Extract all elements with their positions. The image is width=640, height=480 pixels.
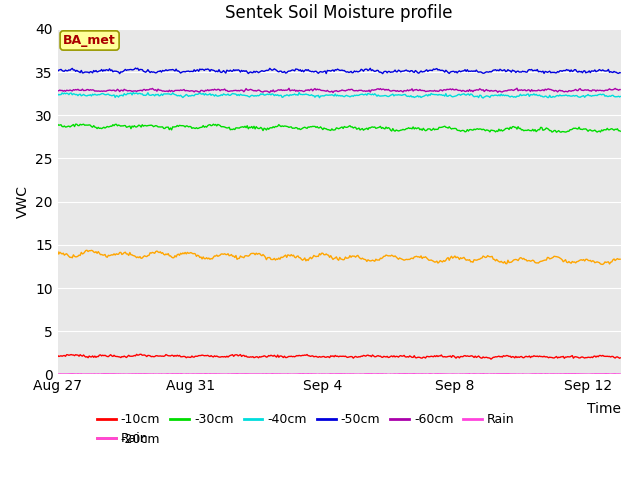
-60cm [329,90,337,96]
Rain [54,371,61,377]
-10cm [617,355,625,360]
Rain [605,371,613,377]
-20cm [599,262,607,267]
-20cm [390,254,398,260]
-60cm [321,88,329,94]
-40cm [54,91,61,97]
Line: -10cm: -10cm [58,354,621,359]
Rain [617,371,625,377]
Rain [466,371,474,377]
-40cm [479,95,487,101]
-20cm [516,255,524,261]
-20cm [605,261,613,267]
-10cm [605,354,613,360]
-10cm [136,351,144,357]
Title: Sentek Soil Moisture profile: Sentek Soil Moisture profile [225,4,453,22]
-50cm [116,71,124,76]
-60cm [324,88,332,94]
-60cm [605,86,613,92]
-20cm [83,247,91,253]
-10cm [390,353,398,359]
-40cm [605,93,613,99]
-50cm [132,65,140,71]
-30cm [605,127,613,132]
-50cm [327,68,335,74]
-20cm [323,251,330,257]
-50cm [391,67,399,73]
-60cm [360,88,367,94]
-40cm [326,92,333,98]
-40cm [129,90,137,96]
-60cm [617,87,625,93]
Line: -30cm: -30cm [58,124,621,132]
-50cm [361,67,369,72]
Line: -20cm: -20cm [58,250,621,264]
-50cm [605,70,613,75]
Rain [389,371,397,377]
-60cm [518,87,525,93]
Rain [324,371,332,377]
-50cm [323,68,331,73]
Text: BA_met: BA_met [63,34,116,47]
-20cm [617,256,625,262]
-10cm [518,354,525,360]
Rain [518,372,525,377]
-40cm [617,93,625,99]
-40cm [518,93,525,98]
-40cm [390,93,398,99]
Line: -60cm: -60cm [58,88,621,93]
-30cm [54,121,61,127]
-30cm [390,128,398,133]
-50cm [518,69,525,75]
-20cm [326,254,333,260]
Rain [321,371,329,377]
-40cm [360,92,367,98]
-10cm [54,353,61,359]
-10cm [323,354,330,360]
-10cm [487,356,495,362]
-50cm [54,68,61,74]
-10cm [326,355,333,360]
-30cm [617,129,625,134]
-30cm [323,126,330,132]
Line: -50cm: -50cm [58,68,621,73]
-60cm [513,85,521,91]
-30cm [552,129,560,135]
-30cm [516,125,524,131]
-20cm [360,256,367,262]
-40cm [323,92,330,98]
Rain [454,372,462,377]
Rain [358,371,366,377]
Line: -40cm: -40cm [58,93,621,98]
-60cm [54,88,61,94]
Text: Time: Time [587,402,621,416]
-30cm [360,127,367,133]
Y-axis label: VWC: VWC [15,185,29,218]
Legend: Rain: Rain [92,427,154,450]
-20cm [54,248,61,254]
-30cm [72,121,79,127]
-50cm [617,70,625,76]
-30cm [326,127,333,133]
-60cm [390,88,398,94]
-10cm [360,352,367,358]
